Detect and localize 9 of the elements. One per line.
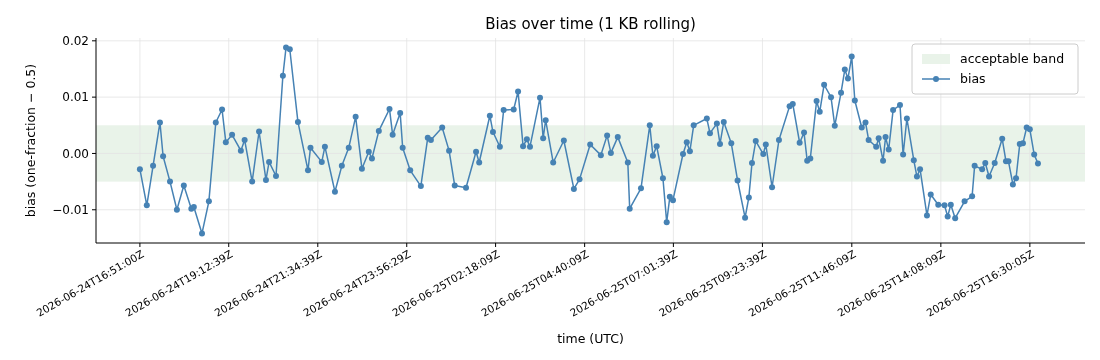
x-axis-title: time (UTC) <box>557 331 624 346</box>
y-tick-label: 0.02 <box>62 34 89 49</box>
legend-label: acceptable band <box>960 51 1065 67</box>
y-tick-label: −0.01 <box>52 202 89 217</box>
y-tick-label: 0.01 <box>62 90 89 105</box>
legend-label: bias <box>960 71 986 87</box>
chart-title: Bias over time (1 KB rolling) <box>485 15 696 33</box>
y-axis-title: bias (one-fraction − 0.5) <box>23 63 38 218</box>
y-tick-label: 0.00 <box>62 146 89 161</box>
